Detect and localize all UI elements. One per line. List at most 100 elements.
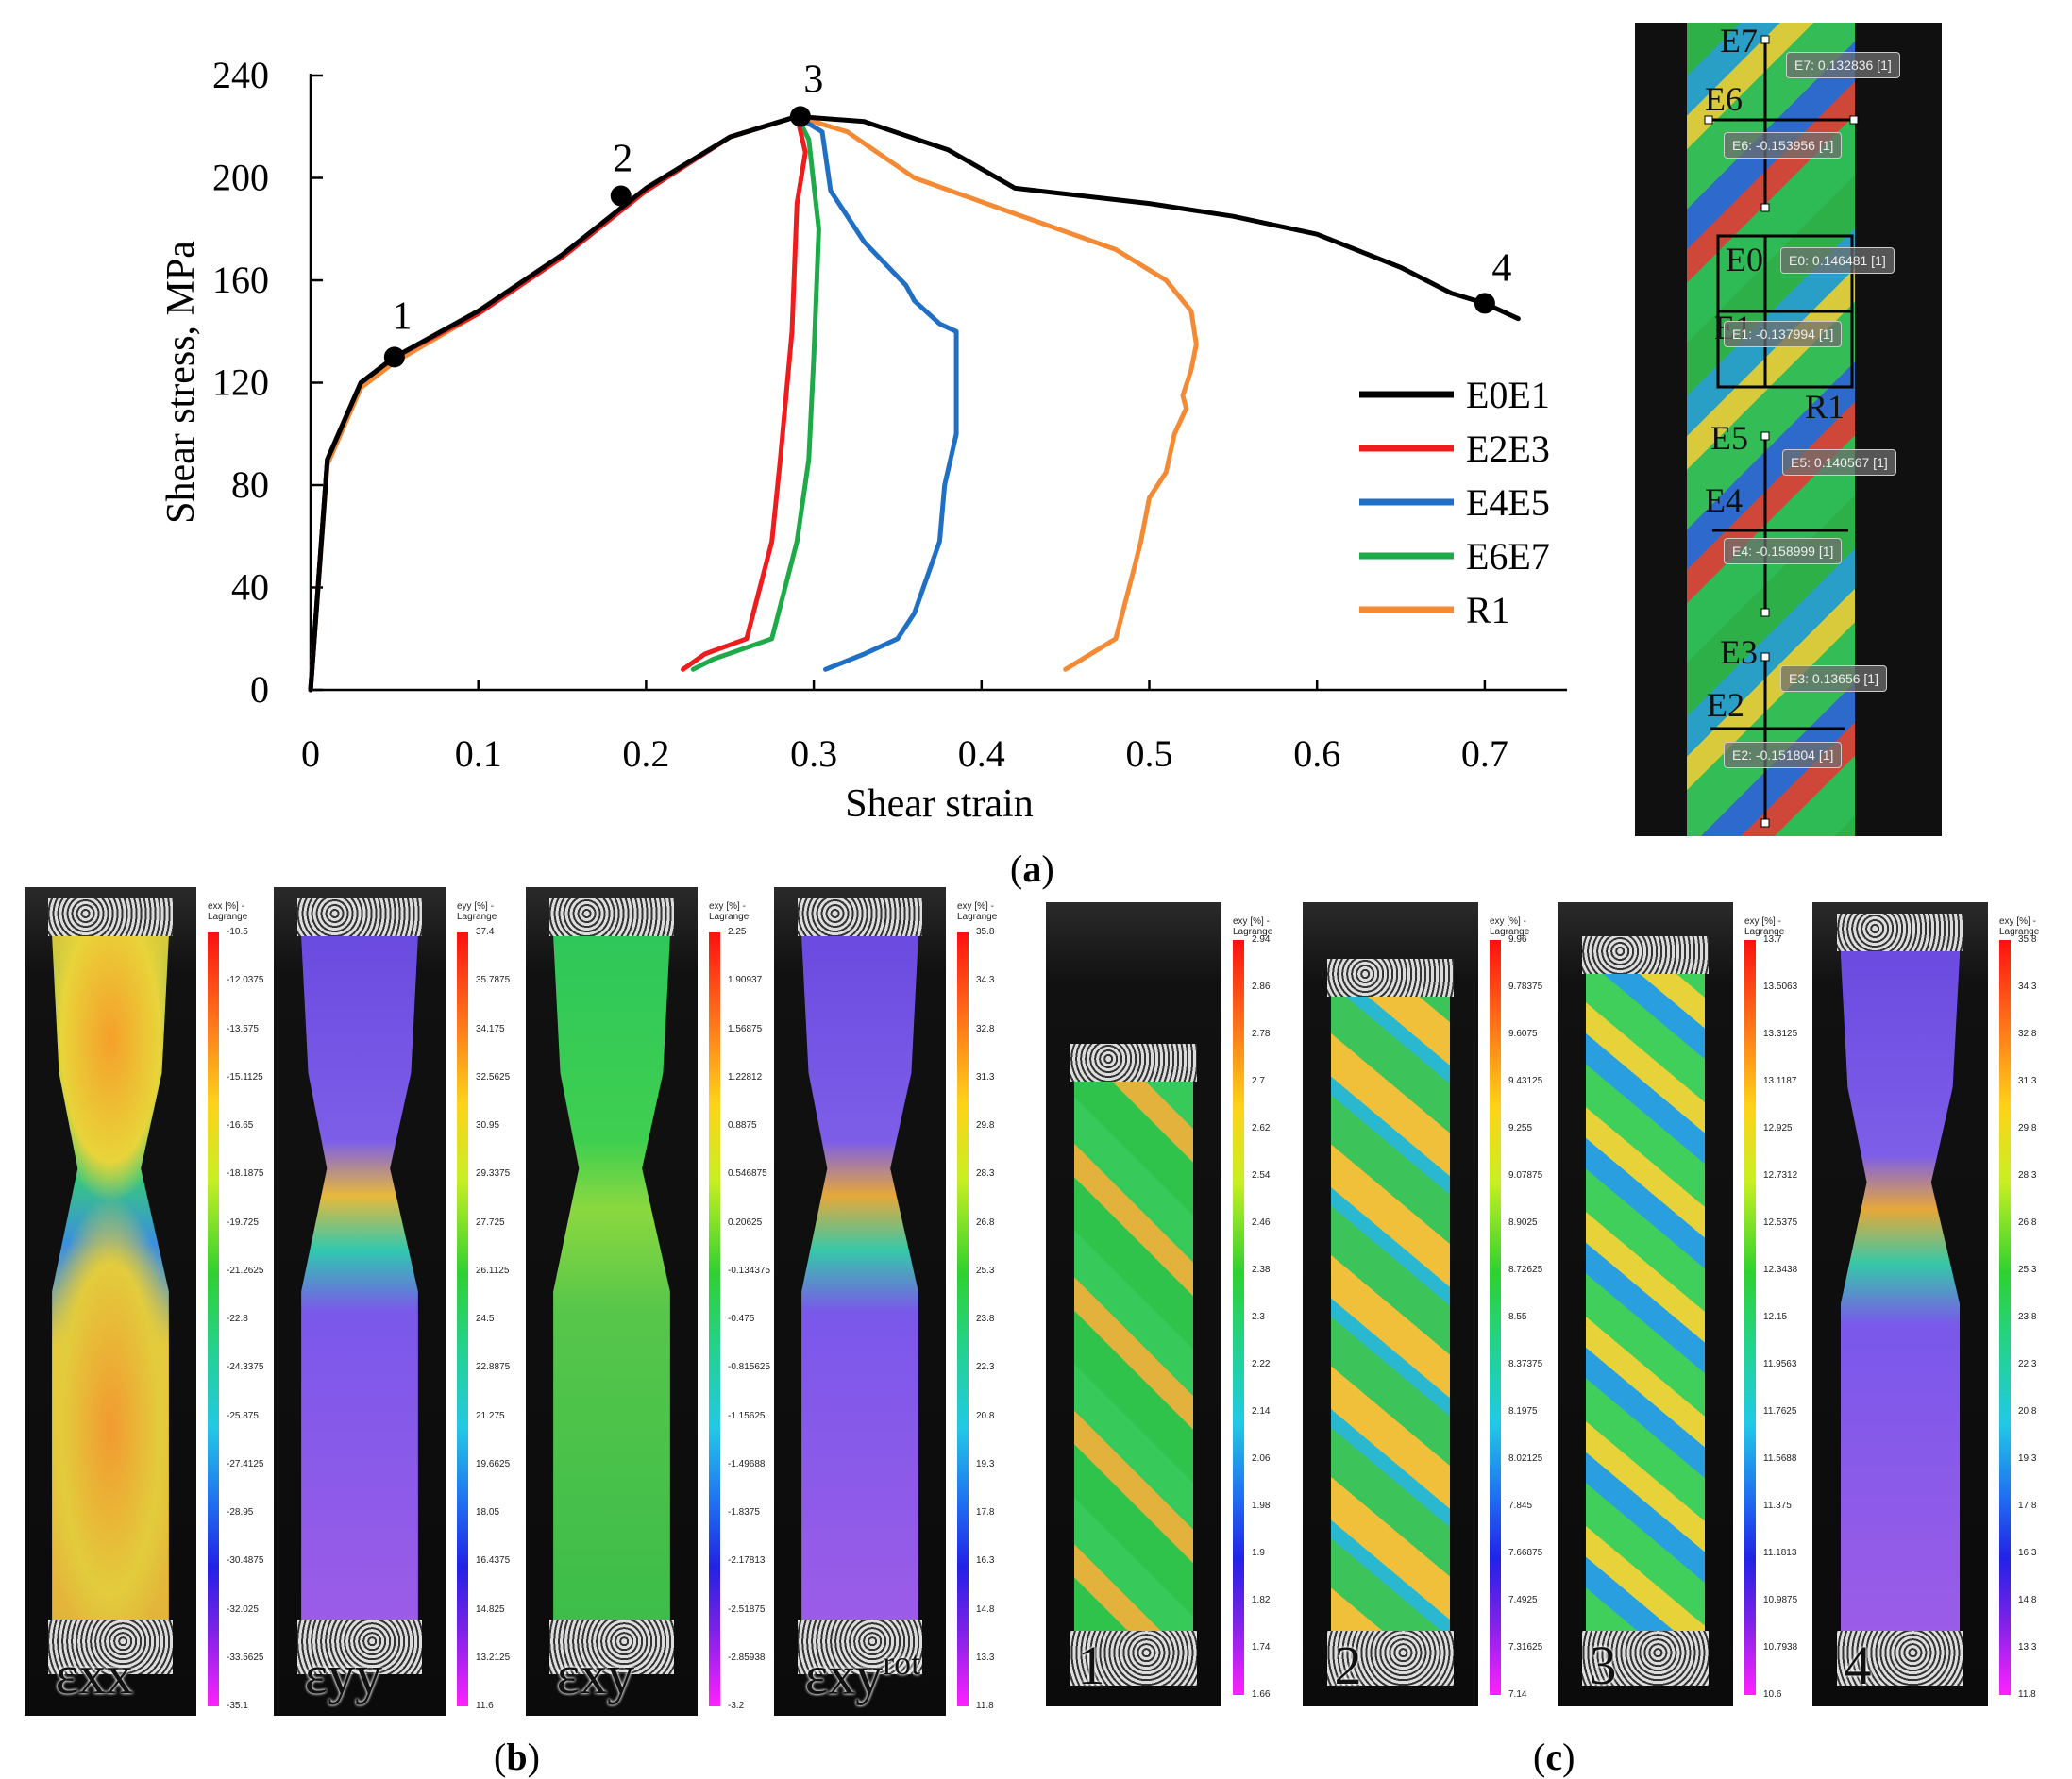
colorbar-tick-label: 20.8 [2018, 1406, 2037, 1417]
colorbar-tick-label: 22.3 [2018, 1359, 2037, 1369]
colorbar-tick-label: 8.55 [1508, 1312, 1527, 1322]
colorbar-tick-label: 31.3 [976, 1071, 995, 1083]
point-marker [383, 346, 405, 368]
panel-label: εyy [304, 1644, 383, 1705]
colorbar-tick-label: 11.8 [976, 1701, 994, 1711]
colorbar-tick-label: -1.49688 [728, 1458, 766, 1469]
colorbar-tick-label: 10.6 [1763, 1689, 1782, 1700]
extensometer-label-E7: E7 [1720, 22, 1758, 59]
colorbar-tick-label: 26.8 [2018, 1217, 2037, 1228]
panel-b-image-2: εyy [274, 887, 446, 1716]
legend-label: R1 [1466, 589, 1510, 631]
colorbar-tick-label: 1.22812 [728, 1071, 763, 1083]
colorbar-title: exy [%] - Lagrange [957, 901, 998, 922]
colorbar-tick-label: 19.3 [2018, 1453, 2037, 1464]
colorbar-tick-label: 2.22 [1252, 1359, 1271, 1369]
speckle-grip-bottom [1327, 1631, 1454, 1686]
colorbar-tick-label: 1.82 [1252, 1595, 1271, 1605]
extensometer-readout: E5: 0.140567 [1] [1782, 449, 1896, 476]
series-line-E6E7 [308, 113, 821, 693]
x-tick-label: 0.6 [1293, 732, 1340, 775]
colorbar-tick-label: -1.15625 [728, 1410, 766, 1421]
extensometer-label-R1: R1 [1805, 388, 1845, 426]
colorbar-tick-label: 9.07875 [1508, 1170, 1543, 1181]
point-marker [789, 106, 811, 127]
specimen-strain-field [1330, 997, 1451, 1631]
extensometer-readout: E1: -0.137994 [1] [1724, 321, 1843, 347]
colorbar-tick-label: 32.8 [976, 1023, 995, 1034]
point-label: 4 [1491, 246, 1511, 290]
colorbar-tick-label: -18.1875 [227, 1168, 264, 1180]
colorbar-tick-label: 12.3438 [1763, 1265, 1798, 1275]
colorbar-tick-label: 16.3 [2018, 1548, 2037, 1558]
extensometer-label-E2: E2 [1707, 686, 1744, 724]
chart-series [308, 113, 1521, 693]
x-tick-label: 0.1 [455, 732, 502, 775]
legend-label: E2E3 [1466, 428, 1550, 470]
colorbar-tick-label: 11.8 [2018, 1689, 2036, 1700]
colorbar-title: exx [%] - Lagrange [208, 901, 248, 922]
speckle-grip-top [1327, 959, 1454, 997]
colorbar-tick-label: 22.3 [976, 1362, 995, 1373]
colorbar-tick-label: 1.66 [1252, 1689, 1271, 1700]
colorbar-tick-label: 26.8 [976, 1217, 995, 1228]
colorbar [1233, 940, 1244, 1695]
speckle-grip-top [1070, 1044, 1197, 1082]
colorbar-tick-label: 20.8 [976, 1410, 995, 1421]
colorbar-tick-label: 14.825 [476, 1603, 505, 1615]
chart-legend: E0E1 E2E3 E4E5 E6E7 R1 [1359, 374, 1550, 631]
specimen-strain-field [52, 936, 169, 1620]
extensometer-label-E3: E3 [1720, 633, 1758, 671]
colorbar-tick-label: 2.3 [1252, 1312, 1265, 1322]
colorbar-tick-label: 25.3 [976, 1265, 995, 1276]
extensometer-label-E0: E0 [1726, 241, 1763, 278]
extensometer-readout: E0: 0.146481 [1] [1780, 247, 1895, 274]
colorbar-tick-label: 13.3 [2018, 1642, 2037, 1653]
panel-label: 4 [1844, 1635, 1872, 1696]
colorbar-tick-label: 9.43125 [1508, 1076, 1543, 1086]
colorbar-tick-label: 1.74 [1252, 1642, 1271, 1653]
colorbar-tick-label: 22.8875 [476, 1362, 511, 1373]
colorbar-tick-label: 29.8 [2018, 1123, 2037, 1133]
specimen-strain-field [1585, 974, 1706, 1631]
colorbar-tick-label: 34.175 [476, 1023, 505, 1034]
colorbar-tick-label: 30.95 [476, 1120, 500, 1131]
y-tick-label: 40 [231, 566, 269, 609]
colorbar-tick-label: 1.98 [1252, 1501, 1271, 1511]
colorbar-tick-label: 12.15 [1763, 1312, 1788, 1322]
colorbar-title: exy [%] - Lagrange [1999, 916, 2040, 937]
series-line-E0E1 [308, 113, 1521, 693]
colorbar [957, 932, 969, 1706]
colorbar-title: exy [%] - Lagrange [709, 901, 750, 922]
extensometer-readout: E2: -0.151804 [1] [1724, 742, 1843, 768]
chart-points: 1 2 3 4 [383, 58, 1511, 368]
x-tick-label: 0.4 [958, 732, 1005, 775]
extensometer-label-E6: E6 [1705, 80, 1743, 118]
colorbar-tick-label: -30.4875 [227, 1555, 264, 1567]
extensometer-label-E4: E4 [1705, 481, 1743, 519]
extensometer-label-E5: E5 [1710, 419, 1748, 457]
point-marker [1474, 293, 1495, 314]
colorbar-tick-label: 14.8 [976, 1603, 995, 1615]
x-axis-label: Shear strain [845, 782, 1033, 826]
colorbar-tick-label: 17.8 [2018, 1501, 2037, 1511]
speckle-grip-top [1582, 936, 1709, 974]
colorbar-tick-label: -1.8375 [728, 1507, 760, 1518]
colorbar-tick-label: 16.4375 [476, 1555, 511, 1567]
colorbar-tick-label: 12.7312 [1763, 1170, 1798, 1181]
colorbar-tick-label: 2.86 [1252, 982, 1271, 992]
colorbar-tick-label: 34.3 [976, 975, 995, 986]
extensometer-overlay [1704, 35, 1859, 828]
colorbar-tick-label: -0.815625 [728, 1362, 771, 1373]
y-tick-label: 200 [212, 157, 269, 199]
colorbar-tick-label: 8.02125 [1508, 1453, 1543, 1464]
colorbar-tick-label: 1.56875 [728, 1023, 763, 1034]
colorbar [709, 932, 720, 1706]
extensometer-readout: E3: 0.13656 [1] [1780, 665, 1887, 692]
colorbar-tick-label: 13.1187 [1763, 1076, 1797, 1086]
colorbar-tick-label: 9.6075 [1508, 1029, 1538, 1039]
colorbar-tick-label: 14.8 [2018, 1595, 2037, 1605]
chart-axes: 0 0.1 0.2 0.3 0.4 0.5 0.6 0.7 0 40 80 120 160 200 240 S… [160, 54, 1567, 826]
colorbar-tick-label: -33.5625 [227, 1652, 264, 1663]
panel-label: 3 [1589, 1635, 1617, 1696]
